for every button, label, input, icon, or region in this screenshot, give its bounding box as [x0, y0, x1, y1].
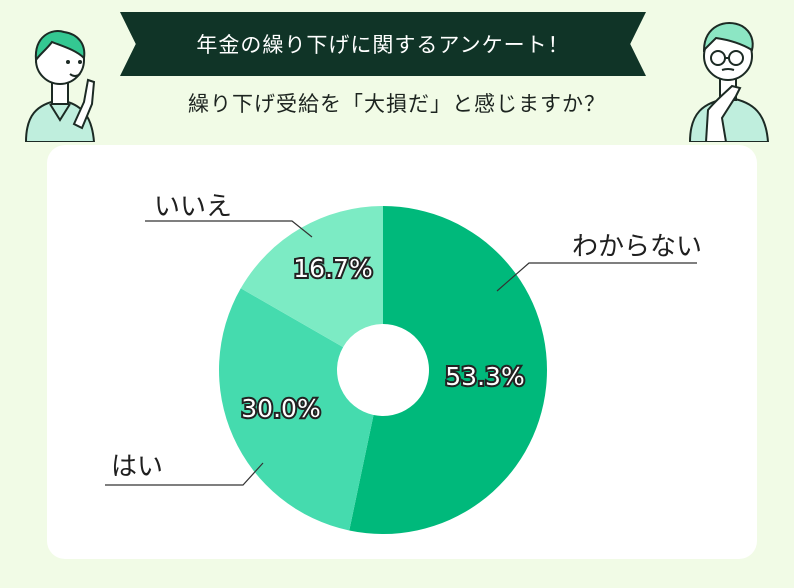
leader-line-はい — [105, 462, 264, 486]
data-label-わからない: 53.3% — [445, 362, 524, 391]
pointing-person-illustration — [24, 30, 96, 142]
pie-slice-わからない — [349, 206, 548, 535]
category-label-わからない: わからない — [572, 232, 702, 262]
pie-slice-いいえ — [240, 206, 383, 348]
chart-card: 53.3% 30.0% 16.7% わからないはい いいえ — [47, 145, 757, 559]
leader-line-いいえ — [145, 220, 313, 238]
leader-line-わからない — [496, 262, 697, 292]
data-label-いいえ: 16.7% — [293, 254, 372, 283]
pie-slice-はい — [218, 288, 374, 531]
page-title: 年金の繰り下げに関するアンケート！ — [196, 33, 570, 57]
category-label-はい: はい — [111, 452, 163, 482]
data-label-はい: 30.0% — [241, 394, 320, 423]
survey-question: 繰り下げ受給を「大損だ」と感じますか？ — [188, 92, 606, 116]
title-banner: 年金の繰り下げに関するアンケート！ — [120, 12, 646, 76]
category-label-いいえ: いいえ — [154, 192, 232, 222]
thinking-person-illustration — [688, 22, 770, 142]
